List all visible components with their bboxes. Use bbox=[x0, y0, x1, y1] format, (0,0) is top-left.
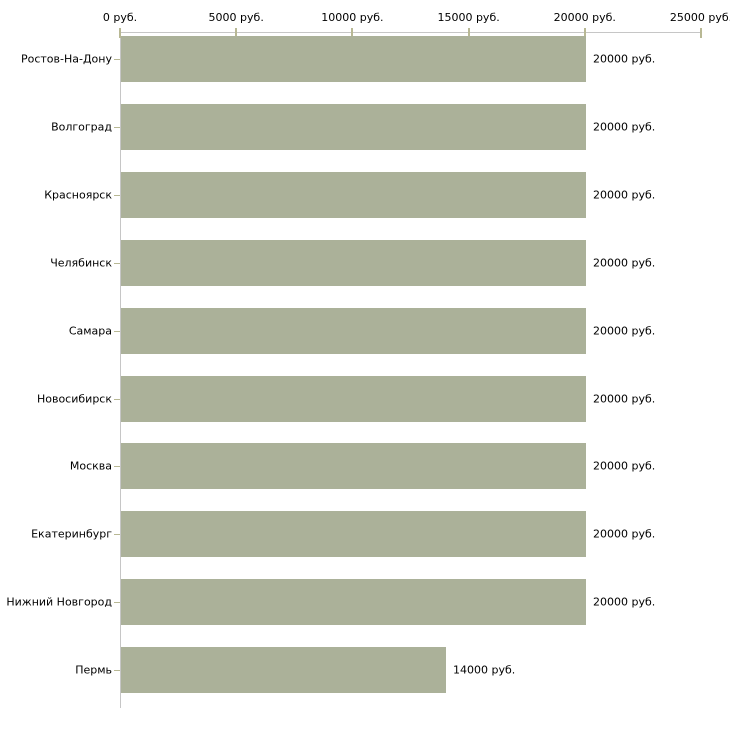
bar-7 bbox=[121, 443, 586, 489]
bar-8 bbox=[121, 511, 586, 557]
x-axis-tick-mark bbox=[700, 28, 702, 38]
x-axis-line bbox=[120, 32, 702, 33]
x-axis-tick-label: 0 руб. bbox=[102, 11, 138, 24]
x-axis-tick-mark bbox=[235, 28, 238, 38]
x-axis-tick-mark bbox=[351, 28, 354, 38]
category-label: Москва bbox=[69, 459, 112, 473]
bar-2 bbox=[121, 104, 586, 150]
bar-3 bbox=[121, 172, 586, 218]
y-axis-line bbox=[120, 32, 121, 708]
category-label: Екатеринбург bbox=[31, 527, 112, 541]
bar-4 bbox=[121, 240, 586, 286]
y-axis-tick-mark bbox=[114, 398, 120, 400]
category-label: Нижний Новгород bbox=[6, 595, 112, 609]
x-axis-tick-label: 25000 руб. bbox=[669, 11, 730, 24]
y-axis-tick-mark bbox=[114, 466, 120, 468]
x-axis-tick-label: 15000 руб. bbox=[437, 11, 500, 24]
x-axis-tick-label: 10000 руб. bbox=[321, 11, 384, 24]
y-axis-tick-mark bbox=[114, 670, 120, 672]
category-label: Челябинск bbox=[50, 256, 112, 270]
value-label: 20000 руб. bbox=[593, 52, 656, 66]
value-label: 20000 руб. bbox=[593, 256, 656, 270]
x-axis-tick-mark bbox=[119, 28, 121, 38]
value-label: 20000 руб. bbox=[593, 459, 656, 473]
value-label: 14000 руб. bbox=[453, 663, 516, 677]
value-label: 20000 руб. bbox=[593, 527, 656, 541]
value-label: 20000 руб. bbox=[593, 595, 656, 609]
x-axis-tick-mark bbox=[467, 28, 470, 38]
category-label: Красноярск bbox=[44, 188, 112, 202]
y-axis-tick-mark bbox=[114, 194, 120, 196]
bar-5 bbox=[121, 308, 586, 354]
x-axis-tick-label: 20000 руб. bbox=[553, 11, 616, 24]
bar-6 bbox=[121, 376, 586, 422]
category-label: Новосибирск bbox=[36, 392, 112, 405]
bar-10 bbox=[121, 647, 446, 693]
y-axis-tick-mark bbox=[114, 126, 120, 128]
y-axis-tick-mark bbox=[114, 262, 120, 264]
bar-9 bbox=[121, 579, 586, 625]
category-label: Самара bbox=[68, 324, 112, 338]
value-label: 20000 руб. bbox=[593, 324, 656, 338]
value-label: 20000 руб. bbox=[593, 392, 656, 405]
x-axis-tick-label: 5000 руб. bbox=[208, 11, 264, 24]
category-label: Пермь bbox=[75, 663, 112, 677]
y-axis-tick-mark bbox=[114, 534, 120, 536]
category-label: Волгоград bbox=[51, 120, 112, 134]
value-label: 20000 руб. bbox=[593, 120, 656, 134]
category-label: Ростов-На-Дону bbox=[20, 52, 112, 66]
y-axis-tick-mark bbox=[114, 602, 120, 604]
x-axis-tick-mark bbox=[583, 28, 586, 38]
bar-1 bbox=[121, 36, 586, 82]
y-axis-tick-mark bbox=[114, 330, 120, 332]
y-axis-tick-mark bbox=[114, 59, 120, 60]
value-label: 20000 руб. bbox=[593, 188, 656, 202]
